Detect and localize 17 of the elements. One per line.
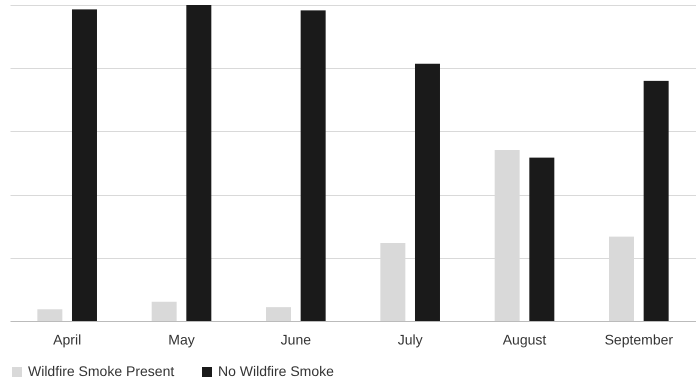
bar (644, 80, 669, 321)
legend-label: No Wildfire Smoke (218, 363, 334, 379)
x-tick-label: June (280, 332, 312, 348)
bar (152, 302, 177, 321)
bar (300, 10, 326, 321)
bar (37, 309, 62, 321)
x-tick-label: September (604, 332, 674, 348)
bar (266, 307, 292, 321)
x-tick-label: July (398, 332, 423, 348)
legend-label: Wildfire Smoke Present (28, 363, 174, 379)
x-tick-label: April (53, 332, 82, 348)
bar (186, 5, 212, 321)
x-tick-label: August (502, 332, 546, 348)
bar (529, 158, 554, 321)
bar (72, 9, 97, 321)
x-tick-label: May (168, 332, 195, 348)
bar (414, 64, 440, 321)
